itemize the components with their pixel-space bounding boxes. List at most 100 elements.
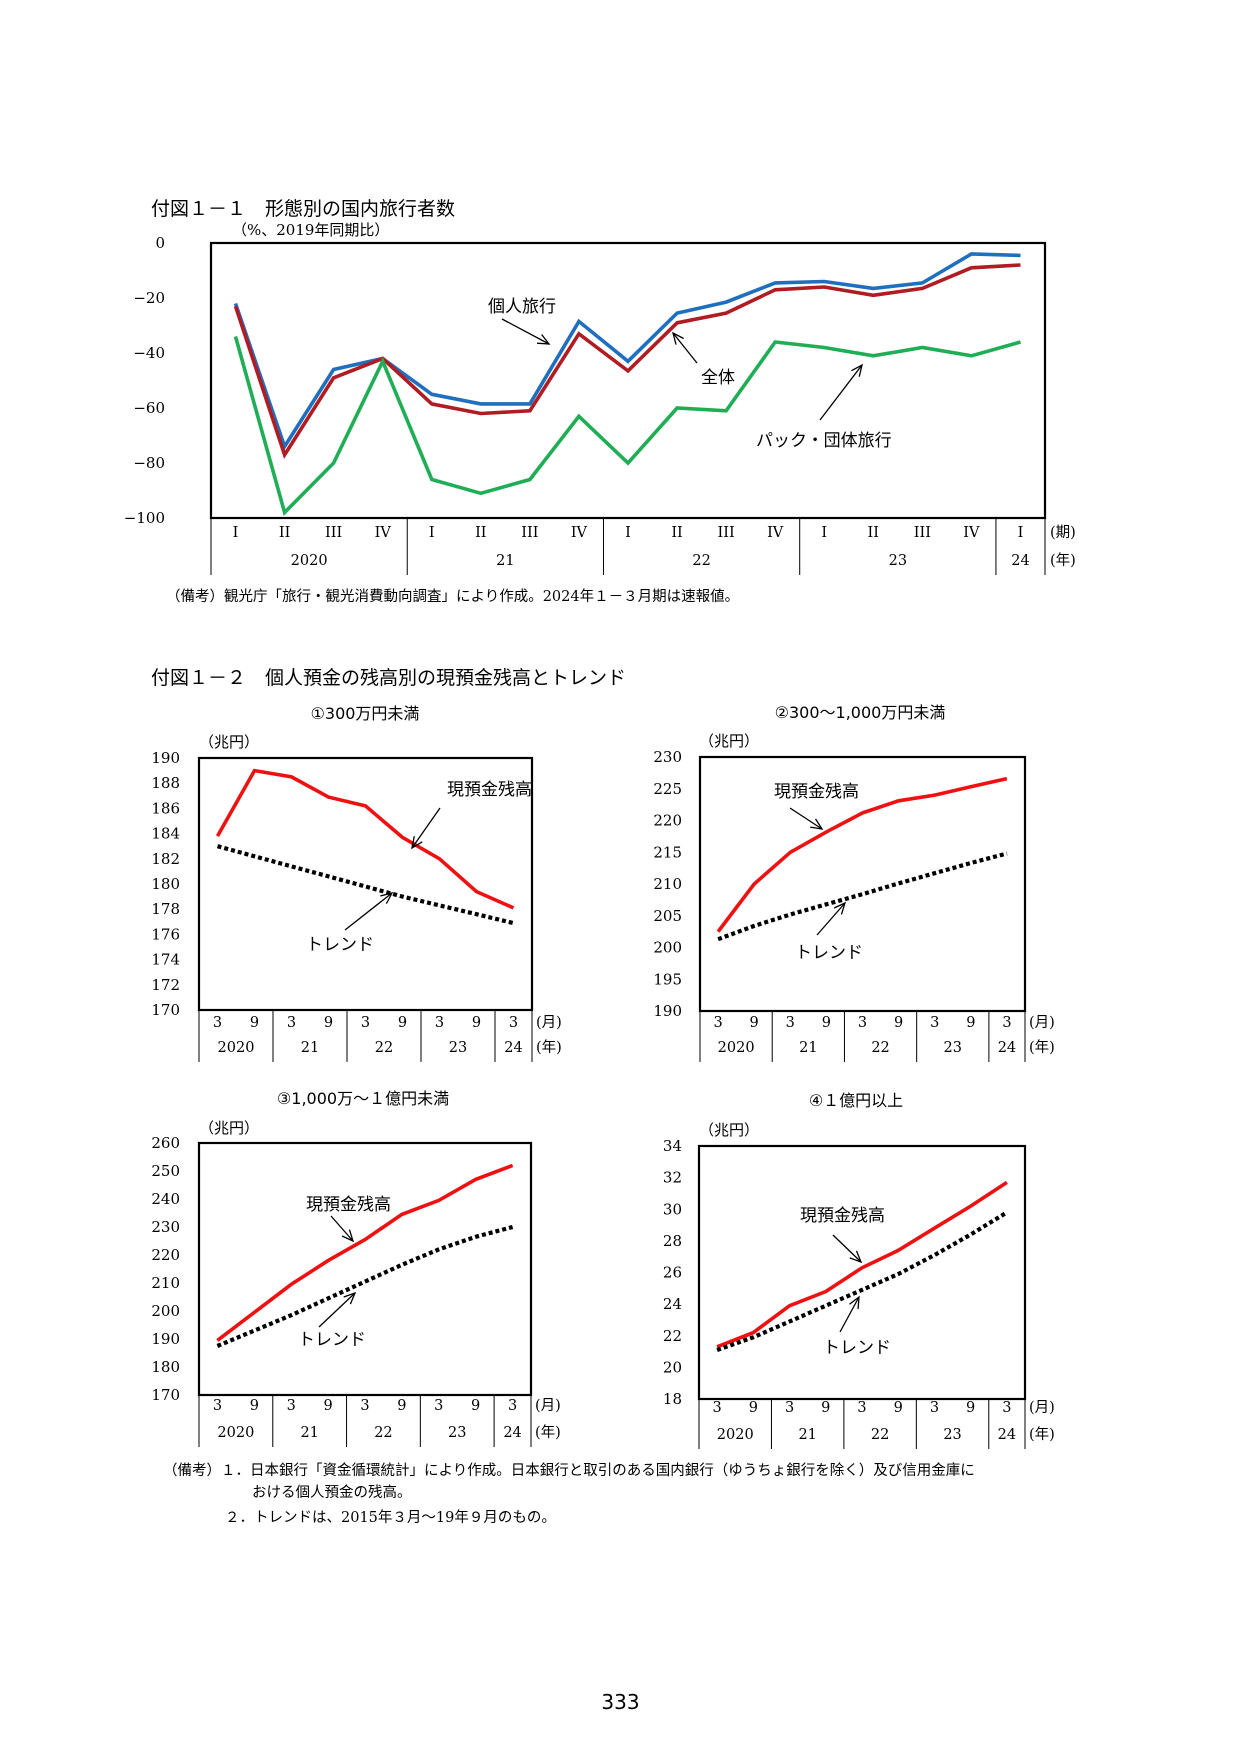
y-tick-label: 180 bbox=[151, 875, 180, 893]
x-tick-label: 9 bbox=[966, 1400, 975, 1416]
y-tick-label: 32 bbox=[663, 1169, 682, 1187]
year-label: 21 bbox=[799, 1040, 817, 1056]
y-tick-label: 24 bbox=[663, 1295, 682, 1313]
annotation-arrow bbox=[411, 807, 441, 849]
y-tick-label: 18 bbox=[663, 1390, 682, 1408]
x-tick-label: 3 bbox=[930, 1015, 939, 1031]
year-label: 22 bbox=[375, 1040, 393, 1056]
annotation-arrow bbox=[344, 892, 393, 931]
x-unit-label: (月) bbox=[535, 1398, 561, 1414]
plot-frame bbox=[209, 241, 1047, 520]
year-label: 21 bbox=[798, 1427, 816, 1443]
annotation-arrow bbox=[832, 1234, 862, 1263]
y-tick-label: 178 bbox=[151, 900, 180, 918]
year-label: 23 bbox=[448, 1425, 466, 1441]
series-annotation: トレンド bbox=[306, 935, 374, 955]
y-tick-label: −60 bbox=[133, 399, 165, 417]
y-tick-label: 240 bbox=[151, 1190, 180, 1208]
y-axis-label: （兆円） bbox=[699, 732, 759, 750]
figure2-note-1-cont: おける個人預金の残高。 bbox=[252, 1485, 412, 1501]
annotation-arrow-head bbox=[672, 331, 684, 345]
year-label: 22 bbox=[871, 1040, 889, 1056]
series-line-trend bbox=[717, 851, 1008, 942]
y-tick-label: 26 bbox=[663, 1264, 682, 1282]
series-annotation: 現預金残高 bbox=[774, 782, 859, 802]
x-tick-label: II bbox=[868, 525, 879, 541]
x-tick-label: I bbox=[821, 525, 827, 541]
x-tick-label: III bbox=[718, 525, 735, 541]
x-tick-label: 9 bbox=[250, 1015, 259, 1031]
x-tick-label: 9 bbox=[750, 1015, 759, 1031]
x-unit-label: (月) bbox=[1029, 1015, 1055, 1031]
x-tick-label: 3 bbox=[435, 1015, 444, 1031]
y-tick-label: 230 bbox=[151, 1218, 180, 1236]
x-tick-label: 3 bbox=[1002, 1015, 1011, 1031]
y-tick-label: 182 bbox=[151, 850, 180, 868]
year-label: 2020 bbox=[218, 1040, 255, 1056]
series-line-trend bbox=[216, 844, 514, 926]
series-annotation: トレンド bbox=[823, 1338, 891, 1358]
y-tick-label: 190 bbox=[151, 749, 180, 767]
year-label: 2020 bbox=[718, 1040, 755, 1056]
y-tick-label: −100 bbox=[124, 509, 165, 527]
year-label: 21 bbox=[300, 1425, 318, 1441]
y-tick-label: 230 bbox=[653, 748, 682, 766]
x-tick-label: 9 bbox=[471, 1398, 480, 1414]
x-tick-label: III bbox=[914, 525, 931, 541]
annotation-arrow bbox=[819, 364, 863, 421]
x-tick-label: IV bbox=[571, 525, 588, 541]
annotation-arrow-head bbox=[411, 836, 423, 850]
x-tick-label: 9 bbox=[250, 1398, 259, 1414]
plot-frame bbox=[698, 755, 1027, 1013]
figure1-note: （備考）観光庁「旅行・観光消費動向調査」により作成。2024年１－３月期は速報値… bbox=[166, 589, 740, 605]
x-tick-label: II bbox=[671, 525, 682, 541]
x-tick-label: 3 bbox=[287, 1398, 296, 1414]
y-tick-label: 186 bbox=[151, 799, 180, 817]
x-tick-label: 9 bbox=[894, 1015, 903, 1031]
figure1-unit: （%、2019年同期比） bbox=[232, 221, 390, 239]
annotation-arrow-head bbox=[833, 901, 847, 915]
y-tick-label: 200 bbox=[151, 1302, 180, 1320]
page-number: 333 bbox=[601, 1690, 640, 1714]
year-label: 23 bbox=[943, 1427, 961, 1443]
y-tick-label: 188 bbox=[151, 774, 180, 792]
x-tick-label: 9 bbox=[894, 1400, 903, 1416]
x-tick-label: 3 bbox=[361, 1015, 370, 1031]
y-tick-label: 20 bbox=[663, 1358, 682, 1376]
x-tick-label: III bbox=[325, 525, 342, 541]
x-tick-label: I bbox=[429, 525, 435, 541]
x-tick-label: III bbox=[521, 525, 538, 541]
series-annotation: 現預金残高 bbox=[306, 1195, 391, 1215]
y-tick-label: 210 bbox=[653, 875, 682, 893]
y-tick-label: 170 bbox=[151, 1001, 180, 1019]
x-tick-label: 9 bbox=[324, 1015, 333, 1031]
annotation-arrow bbox=[816, 902, 846, 936]
series-line-trend bbox=[216, 1224, 514, 1348]
annotation-arrow-head bbox=[343, 1291, 357, 1305]
y-tick-label: 250 bbox=[151, 1162, 180, 1180]
y-tick-label: 180 bbox=[151, 1358, 180, 1376]
annotation-arrow-head bbox=[380, 892, 394, 904]
year-unit-label: (年) bbox=[1050, 552, 1076, 569]
chart-title: ①300万円未満 bbox=[311, 704, 420, 723]
y-tick-label: 172 bbox=[151, 976, 180, 994]
annotation-arrow-head bbox=[849, 1250, 863, 1264]
year-label: 2020 bbox=[291, 553, 328, 569]
annotation-arrow-head bbox=[810, 818, 824, 830]
y-tick-label: 174 bbox=[151, 951, 180, 969]
y-axis-label: （兆円） bbox=[199, 733, 259, 751]
y-tick-label: 170 bbox=[151, 1386, 180, 1404]
series-line-balance bbox=[216, 1163, 514, 1342]
series-annotation: 現預金残高 bbox=[800, 1206, 885, 1226]
year-label: 2020 bbox=[717, 1427, 754, 1443]
x-tick-label: 3 bbox=[713, 1015, 722, 1031]
figure1-title: 付図１－１ 形態別の国内旅行者数 bbox=[151, 198, 456, 220]
y-tick-label: 30 bbox=[663, 1200, 682, 1218]
x-tick-label: IV bbox=[375, 525, 392, 541]
series-line-balance bbox=[716, 776, 1008, 933]
x-tick-label: 9 bbox=[323, 1398, 332, 1414]
year-label: 23 bbox=[944, 1040, 962, 1056]
annotation-arrow bbox=[672, 332, 698, 364]
annotation-arrow bbox=[839, 1296, 860, 1333]
